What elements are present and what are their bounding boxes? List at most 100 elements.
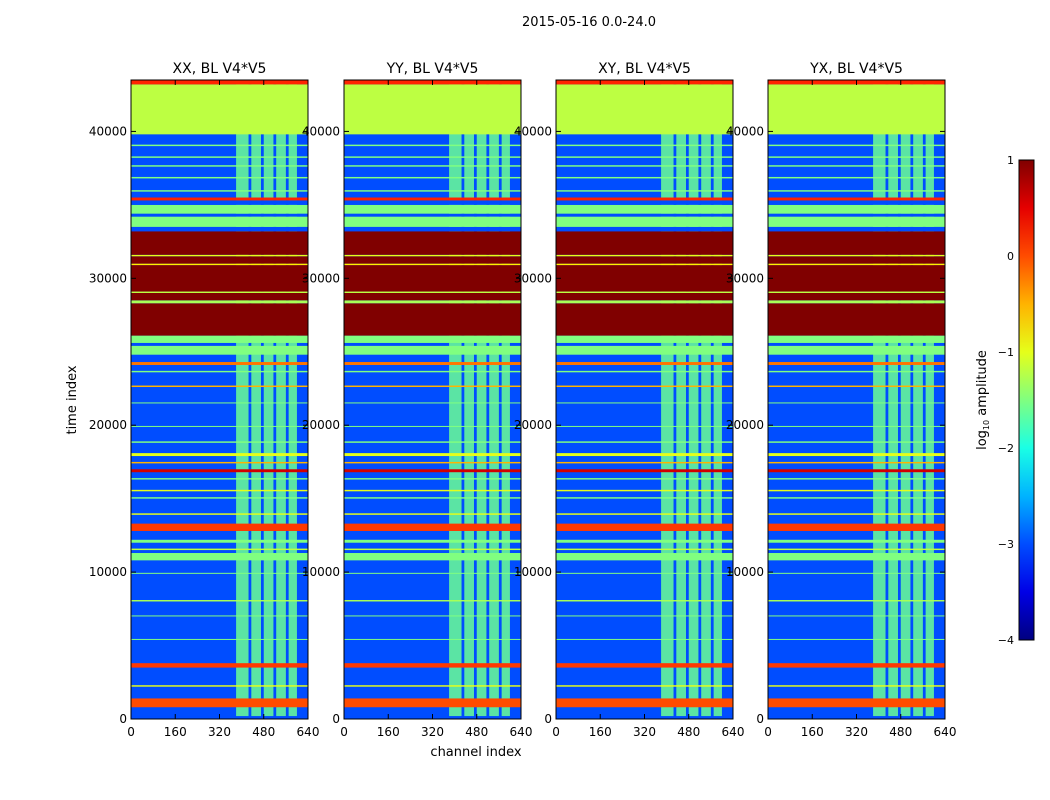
time-band [131,370,308,373]
time-band [131,513,308,515]
y-tick-label: 30000 [726,271,764,285]
time-band [768,362,945,365]
time-band [556,335,733,343]
time-band [556,254,733,257]
y-tick-label: 40000 [89,124,127,138]
panel-4: YX, BL V4*V5 0 160 320 480 640 0 10000 20000 3000… [726,61,957,739]
time-band [344,200,521,205]
time-band [344,548,521,551]
time-band [344,685,521,687]
time-band [131,200,308,205]
time-band [131,165,308,167]
time-band [344,425,521,427]
time-band [344,176,521,179]
x-tick-label: 640 [297,725,320,739]
time-band [131,497,308,499]
time-band [768,513,945,515]
time-band [131,539,308,543]
time-band [131,548,308,551]
time-band [768,265,945,292]
time-band [131,303,308,336]
time-band [131,190,308,192]
time-band [556,370,733,373]
panel-title: YY, BL V4*V5 [386,61,479,77]
time-band [768,197,945,201]
time-band [131,441,308,443]
time-band [131,204,308,214]
time-band [131,469,308,473]
time-band [344,345,521,355]
time-band [556,144,733,147]
time-band [344,539,521,543]
x-tick-label: 480 [889,725,912,739]
channel-stripe [873,80,886,719]
time-band [131,698,308,708]
x-tick-label: 0 [340,725,348,739]
colorbar-tick-label: −1 [998,346,1014,359]
y-tick-label: 30000 [302,271,340,285]
time-band [131,362,308,365]
y-tick-label: 10000 [514,565,552,579]
time-band [131,425,308,427]
x-tick-label: 160 [801,725,824,739]
colorbar-tick-label: 1 [1007,154,1014,167]
time-band [344,489,521,492]
time-band [768,497,945,499]
time-band [768,263,945,266]
y-tick-label: 10000 [89,565,127,579]
time-band [768,156,945,158]
time-band [768,144,945,147]
time-band [556,425,733,427]
time-band [131,615,308,617]
y-tick-label: 10000 [302,565,340,579]
time-band [556,197,733,201]
time-band [768,204,945,214]
time-band [131,216,308,227]
time-band [768,402,945,404]
time-band [344,300,521,304]
time-band [768,213,945,217]
time-band [768,461,945,464]
time-band [768,523,945,531]
time-band [768,663,945,668]
time-band [556,231,733,255]
time-band [131,231,308,255]
time-band [131,176,308,179]
time-band [556,478,733,480]
time-band [344,362,521,365]
time-band [768,254,945,257]
time-band [131,300,308,304]
time-band [344,204,521,214]
time-band [556,293,733,301]
time-band [768,176,945,179]
time-band [768,256,945,264]
time-band [768,216,945,227]
x-tick-label: 160 [589,725,612,739]
time-band [768,200,945,205]
time-band [344,144,521,147]
time-band [344,513,521,515]
time-band [344,615,521,617]
time-band [344,453,521,457]
time-band [768,303,945,336]
time-band [131,197,308,201]
time-band [344,385,521,388]
x-tick-label: 480 [252,725,275,739]
time-band [768,293,945,301]
time-band [768,165,945,167]
time-band [768,548,945,551]
time-band [344,638,521,640]
x-tick-label: 640 [934,725,957,739]
y-tick-label: 40000 [726,124,764,138]
time-band [344,197,521,201]
time-band [131,523,308,531]
y-tick-label: 0 [756,712,764,726]
colorbar-tick-label: 0 [1007,250,1014,263]
time-band [556,469,733,473]
time-band [768,638,945,640]
time-band [556,572,733,574]
y-tick-label: 0 [119,712,127,726]
x-tick-label: 640 [510,725,533,739]
time-band [556,385,733,388]
time-band [344,226,521,232]
